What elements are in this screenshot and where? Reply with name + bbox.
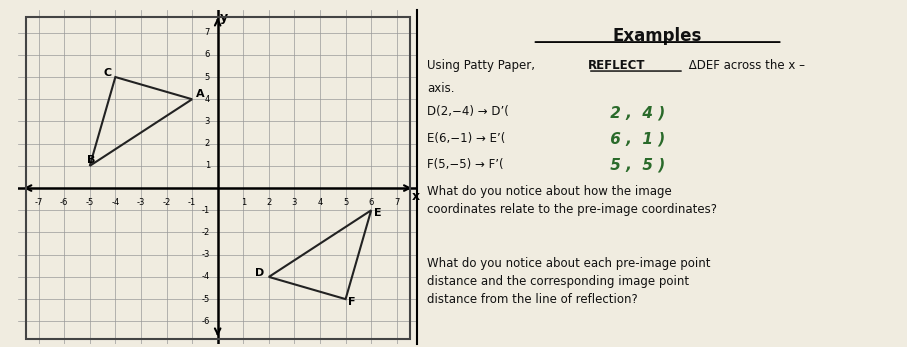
Text: 3: 3 [292, 198, 297, 207]
Text: -1: -1 [188, 198, 196, 207]
Text: What do you notice about each pre-image point
distance and the corresponding ima: What do you notice about each pre-image … [427, 257, 710, 306]
Text: -4: -4 [112, 198, 120, 207]
Text: -6: -6 [60, 198, 68, 207]
Text: Examples: Examples [613, 27, 702, 45]
Text: -3: -3 [137, 198, 145, 207]
Text: 5: 5 [205, 73, 210, 82]
Text: 1: 1 [205, 161, 210, 170]
Text: D: D [255, 268, 264, 278]
Text: D(2,−4) → D’(: D(2,−4) → D’( [427, 105, 509, 118]
Text: 1: 1 [240, 198, 246, 207]
Text: What do you notice about how the image
coordinates relate to the pre-image coord: What do you notice about how the image c… [427, 185, 717, 216]
Text: E(6,−1) → E’(: E(6,−1) → E’( [427, 132, 505, 145]
Text: Using Patty Paper,: Using Patty Paper, [427, 59, 539, 72]
Text: 7: 7 [394, 198, 399, 207]
Text: ΔDEF across the x –: ΔDEF across the x – [686, 59, 805, 72]
Text: F(5,−5) → F’(: F(5,−5) → F’( [427, 158, 503, 171]
Text: 2 ,  4 ): 2 , 4 ) [605, 105, 665, 120]
Text: C: C [103, 68, 112, 78]
Text: 6: 6 [205, 50, 210, 59]
Text: 2: 2 [267, 198, 271, 207]
Text: -2: -2 [201, 228, 210, 237]
Text: 6 ,  1 ): 6 , 1 ) [605, 132, 665, 147]
Text: E: E [374, 208, 381, 218]
Text: A: A [196, 89, 205, 99]
Text: 7: 7 [205, 28, 210, 37]
Text: 4: 4 [205, 95, 210, 104]
Text: -6: -6 [201, 317, 210, 326]
Text: axis.: axis. [427, 82, 454, 95]
Text: B: B [87, 154, 95, 164]
Text: REFLECT: REFLECT [588, 59, 646, 72]
Text: -3: -3 [201, 250, 210, 259]
Text: -4: -4 [201, 272, 210, 281]
Text: -5: -5 [85, 198, 94, 207]
Text: y: y [220, 10, 229, 24]
Text: -1: -1 [201, 206, 210, 215]
Text: F: F [348, 297, 356, 307]
Text: -2: -2 [162, 198, 171, 207]
Text: 2: 2 [205, 139, 210, 148]
Text: 5 ,  5 ): 5 , 5 ) [605, 158, 665, 173]
Text: 6: 6 [368, 198, 374, 207]
Text: -5: -5 [201, 295, 210, 304]
Text: -7: -7 [34, 198, 43, 207]
Text: 4: 4 [317, 198, 323, 207]
Text: 5: 5 [343, 198, 348, 207]
Text: 3: 3 [205, 117, 210, 126]
Text: x: x [412, 191, 420, 203]
